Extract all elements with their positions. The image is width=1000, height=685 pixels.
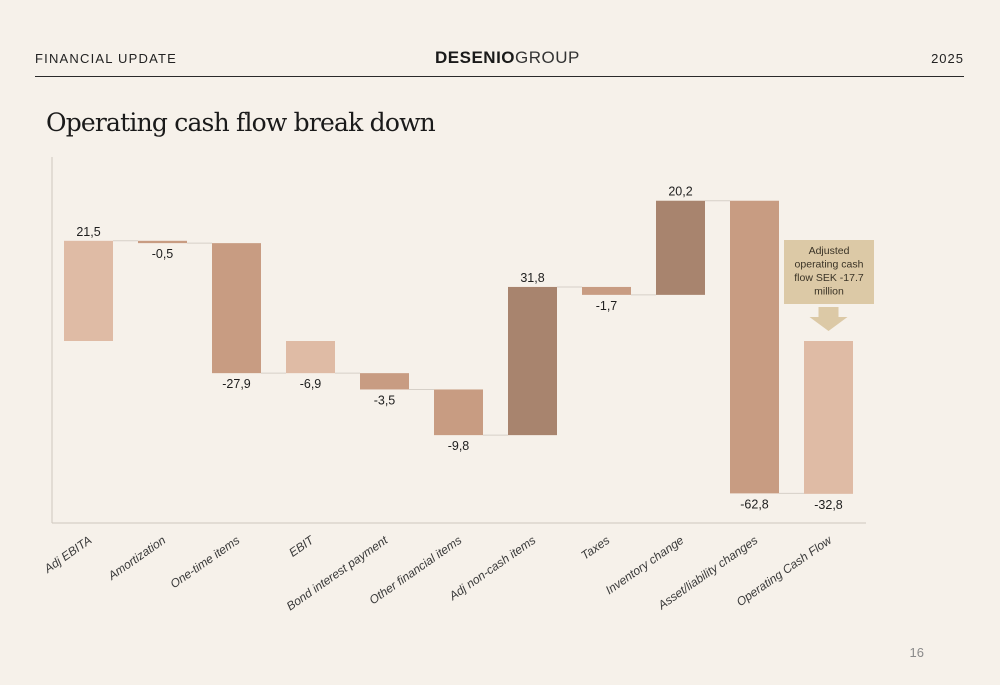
bar xyxy=(212,243,261,374)
report-year: 2025 xyxy=(931,51,964,66)
bar xyxy=(656,200,705,295)
bar xyxy=(804,341,853,494)
bar xyxy=(64,240,113,341)
page-number: 16 xyxy=(909,645,924,660)
category-label: One-time items xyxy=(168,533,243,591)
bar xyxy=(360,373,409,390)
callout-text: Adjusted xyxy=(809,245,850,257)
data-label: -32,8 xyxy=(814,498,843,512)
data-label: 31,8 xyxy=(520,271,544,285)
bar xyxy=(508,286,557,436)
bar xyxy=(434,389,483,436)
data-label: 21,5 xyxy=(76,225,100,239)
data-label: -1,7 xyxy=(596,299,618,313)
data-label: -27,9 xyxy=(222,377,251,391)
data-label: -62,8 xyxy=(740,497,769,511)
callout-text: million xyxy=(814,286,844,298)
bar xyxy=(730,200,779,494)
bar xyxy=(286,341,335,374)
brand-logo: DESENIOGROUP xyxy=(435,48,580,67)
callout-text: flow SEK -17.7 xyxy=(794,272,864,284)
data-label: -3,5 xyxy=(374,393,396,407)
data-label: -6,9 xyxy=(300,377,322,391)
category-label: Adj EBITA xyxy=(41,533,94,576)
page-title: Operating cash flow break down xyxy=(46,108,436,137)
section-label: FINANCIAL UPDATE xyxy=(35,51,177,66)
bar xyxy=(582,286,631,295)
callout-box xyxy=(784,240,874,304)
category-label: Taxes xyxy=(578,533,612,563)
data-label: -9,8 xyxy=(448,439,470,453)
bar xyxy=(138,240,187,244)
category-label: EBIT xyxy=(286,532,317,560)
callout-arrow xyxy=(809,307,848,331)
callout-text: operating cash xyxy=(795,259,864,271)
data-label: -0,5 xyxy=(152,247,174,261)
category-label: Amortization xyxy=(105,533,169,583)
page-header: FINANCIAL UPDATE DESENIOGROUP 2025 xyxy=(35,46,964,77)
data-label: 20,2 xyxy=(668,185,692,199)
